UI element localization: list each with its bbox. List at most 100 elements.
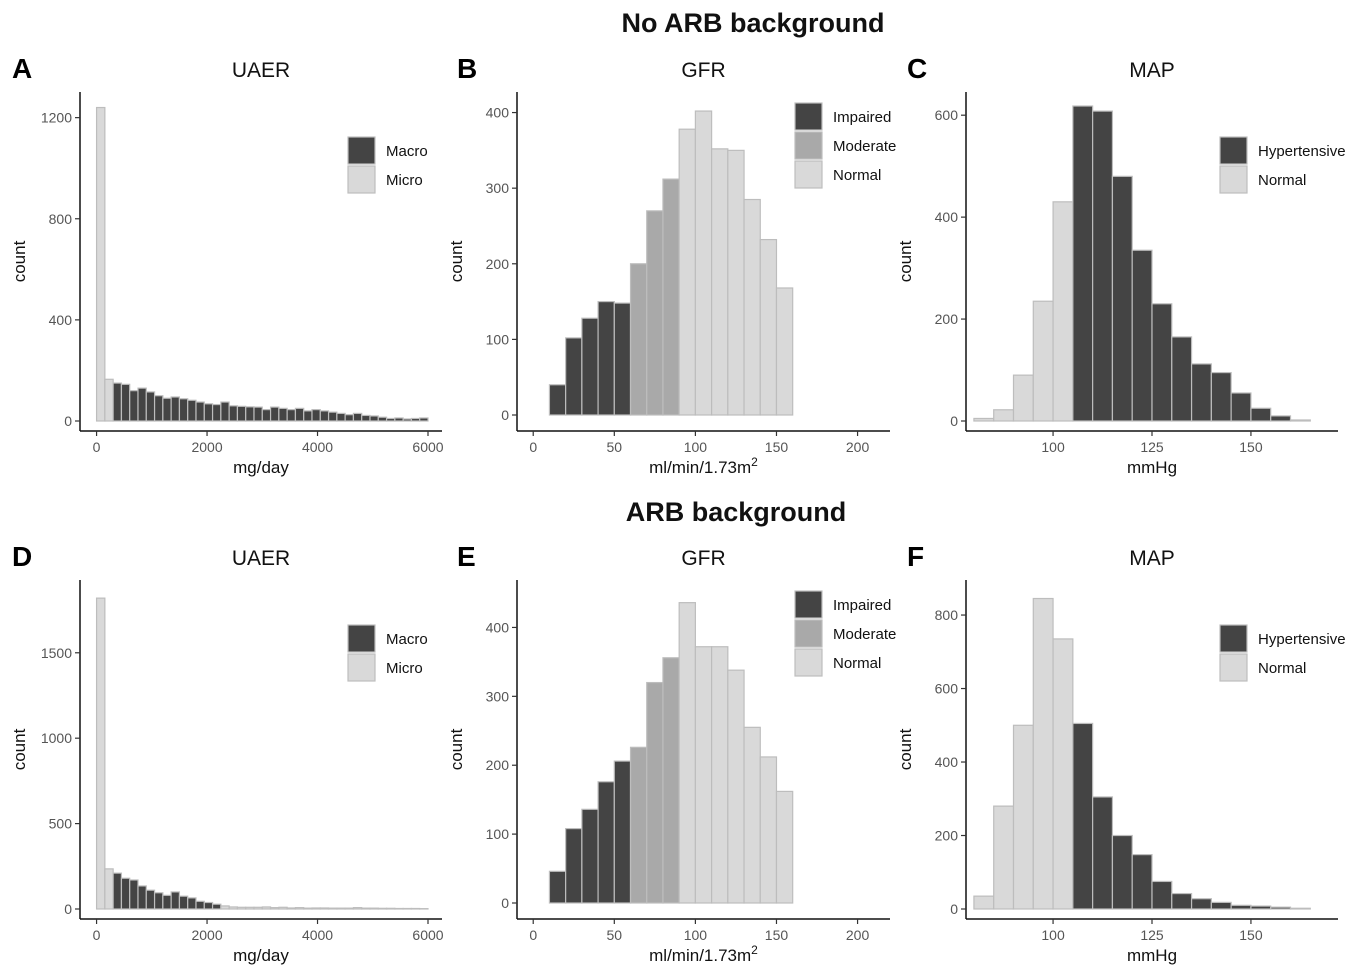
histogram-bar [137, 885, 147, 910]
histogram-bar [303, 907, 313, 910]
histogram-bar [565, 827, 583, 904]
legend-swatch [347, 165, 376, 194]
histogram-bar [178, 895, 189, 910]
y-tick-label: 0 [501, 895, 509, 911]
panel-title: GFR [681, 59, 725, 82]
histogram-bar [145, 889, 156, 910]
histogram-bar [1092, 110, 1114, 422]
histogram-bar [629, 263, 648, 416]
histogram-bar [187, 897, 197, 910]
y-tick-label: 200 [486, 256, 510, 272]
histogram-bar [646, 681, 664, 904]
histogram-bar [1230, 392, 1252, 422]
histogram-bar [1131, 249, 1153, 422]
histogram-bar [1032, 597, 1054, 910]
histogram-bar [269, 406, 280, 422]
histogram-bar [294, 407, 305, 422]
y-axis-label: count [447, 728, 466, 770]
histogram-bar [369, 415, 379, 422]
histogram-bar [711, 148, 729, 416]
legend-label: Macro [386, 143, 428, 160]
histogram-bar [419, 417, 429, 422]
x-tick-label: 0 [529, 439, 537, 455]
histogram-bar [336, 412, 346, 422]
histogram-bar [727, 149, 745, 416]
legend-swatch [794, 160, 823, 189]
histogram-bar [245, 406, 255, 422]
legend-label: Hypertensive [1258, 631, 1346, 648]
y-tick-label: 1500 [41, 645, 72, 661]
histogram-bar [220, 905, 230, 910]
histogram-bar [236, 906, 247, 910]
histogram-bar [327, 907, 338, 910]
panel-f: F MAP 0 200 400 600 800 100 125 150 mmHg count Hyper… [896, 541, 1346, 965]
histogram-bar [1012, 724, 1034, 910]
legend: Macro Micro [347, 624, 428, 682]
histogram-bar [775, 790, 794, 904]
x-tick-label: 100 [684, 439, 708, 455]
y-tick-label: 600 [935, 107, 959, 123]
histogram-bar [597, 781, 615, 904]
histogram-bar [402, 418, 413, 422]
histogram-bar [1289, 419, 1311, 422]
histogram-bar [211, 903, 222, 910]
legend-swatch [347, 653, 376, 682]
legend-swatch [1219, 136, 1248, 165]
histogram-bar [170, 891, 181, 910]
legend-swatch [794, 131, 823, 160]
histogram-bar [361, 907, 371, 910]
section-title-bottom: ARB background [626, 497, 847, 527]
x-tick-label: 0 [93, 927, 101, 943]
histogram-bar [153, 892, 164, 910]
x-tick-label: 125 [1140, 927, 1164, 943]
histogram-bar [1072, 105, 1094, 422]
histogram-bar [410, 417, 421, 422]
legend-label: Normal [833, 655, 881, 672]
histogram-bar [1151, 880, 1173, 910]
x-tick-label: 200 [846, 439, 870, 455]
histogram-bar [1210, 901, 1232, 910]
histogram-bar [245, 906, 255, 910]
histogram-bar [369, 907, 379, 910]
histogram-bar [104, 868, 114, 910]
x-axis-label: mg/day [233, 946, 289, 965]
histogram-bar [1210, 371, 1232, 422]
histogram-bar [548, 384, 567, 416]
x-tick-label: 2000 [191, 439, 222, 455]
x-tick-label: 150 [1239, 927, 1263, 943]
histogram-bar [112, 872, 123, 910]
histogram-bar [95, 106, 106, 422]
histogram-bar [253, 906, 263, 910]
panel-title: UAER [232, 547, 290, 570]
y-tick-label: 100 [486, 826, 510, 842]
histogram-bar [1131, 854, 1153, 910]
x-tick-label: 150 [765, 927, 789, 943]
x-axis-label: ml/min/1.73m2 [649, 455, 758, 477]
histogram-bar [303, 410, 313, 422]
histogram-bar [203, 403, 214, 422]
histogram-bar [286, 409, 297, 422]
y-axis-label: count [10, 728, 29, 770]
panel-b: B GFR 0 100 200 300 400 0 50 100 150 200 ml/min/1.73… [447, 53, 896, 477]
y-tick-label: 0 [64, 901, 72, 917]
legend-swatch [347, 624, 376, 653]
histogram-bar [1111, 175, 1133, 422]
histogram-bar [1072, 722, 1094, 910]
x-tick-label: 150 [765, 439, 789, 455]
histogram-bar [153, 395, 164, 422]
histogram-bar [319, 410, 330, 422]
histogram-bar [286, 907, 297, 910]
legend: Hypertensive Normal [1219, 136, 1346, 194]
histogram-bar [95, 597, 106, 910]
histogram-bar [211, 403, 222, 422]
histogram-bar [352, 412, 363, 422]
y-tick-label: 400 [486, 619, 510, 635]
histogram-bar [759, 756, 778, 904]
y-tick-label: 1200 [41, 110, 72, 126]
panel-e: E GFR 0 100 200 300 400 0 50 100 150 200 ml/min/1.73… [447, 541, 896, 965]
y-tick-label: 100 [486, 331, 510, 347]
histogram-bar [170, 396, 181, 422]
legend-swatch [794, 102, 823, 131]
y-tick-label: 600 [935, 681, 959, 697]
